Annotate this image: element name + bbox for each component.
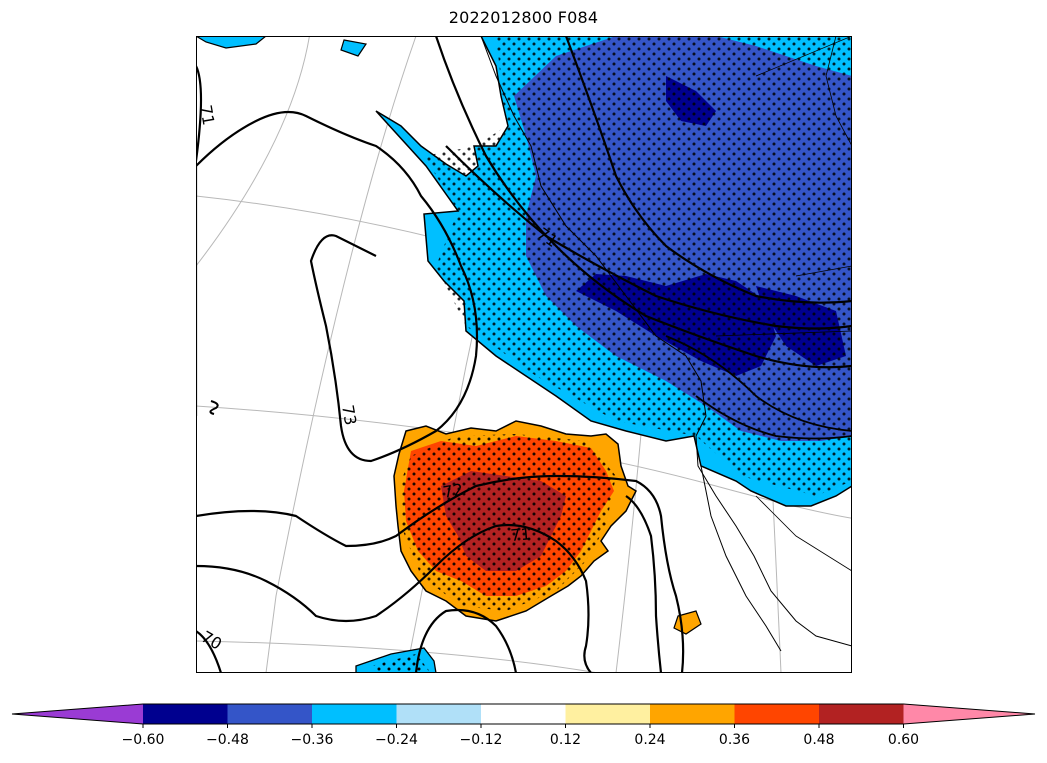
colorbar-cell [481,704,566,724]
colorbar-tick-label: −0.24 [375,732,418,748]
colorbar-cell [734,704,820,724]
colorbar-cell [565,704,651,724]
colorbar-cell [396,704,482,724]
colorbar-tick-label: −0.48 [206,732,249,748]
colorbar-cell [650,704,735,724]
negative-anomaly-region [196,36,852,673]
contour-label: 71 [510,524,532,545]
forecast-map: 71 73 72 71 70 71 [196,36,852,673]
colorbar-tick-label: −0.36 [291,732,334,748]
colorbar: −0.60 −0.48 −0.36 −0.24 −0.12 0.12 0.24 0.36 0.4… [11,703,1036,748]
map-title: 2022012800 F084 [448,8,599,27]
contour-label: 72 [441,480,464,502]
height-contours [196,36,852,673]
colorbar-tick-label: 0.24 [634,732,665,748]
colorbar-cell [312,704,397,724]
contour-label: 70 [198,627,225,654]
colorbar-cell [227,704,313,724]
colorbar-cell [819,704,904,724]
colorbar-extend-low [12,704,143,724]
contour-label: 71 [196,103,218,126]
anomaly-band-plus-0.24-islet [673,610,702,635]
coastlines [480,36,852,652]
colorbar-tick-label: −0.60 [122,732,165,748]
colorbar-tick-label: −0.12 [460,732,503,748]
colorbar-extend-high [903,704,1035,724]
colorbar-tick-label: 0.60 [888,732,919,748]
contour-label: 73 [338,403,360,426]
colorbar-tick-label: 0.48 [803,732,834,748]
anomaly-band-minus-0.24-west [196,36,267,49]
colorbar-tick-label: 0.36 [719,732,750,748]
colorbar-tick-label: 0.12 [550,732,581,748]
positive-anomaly-region [393,420,702,635]
colorbar-cell [143,704,228,724]
anomaly-band-minus-0.24-islet [340,39,368,57]
